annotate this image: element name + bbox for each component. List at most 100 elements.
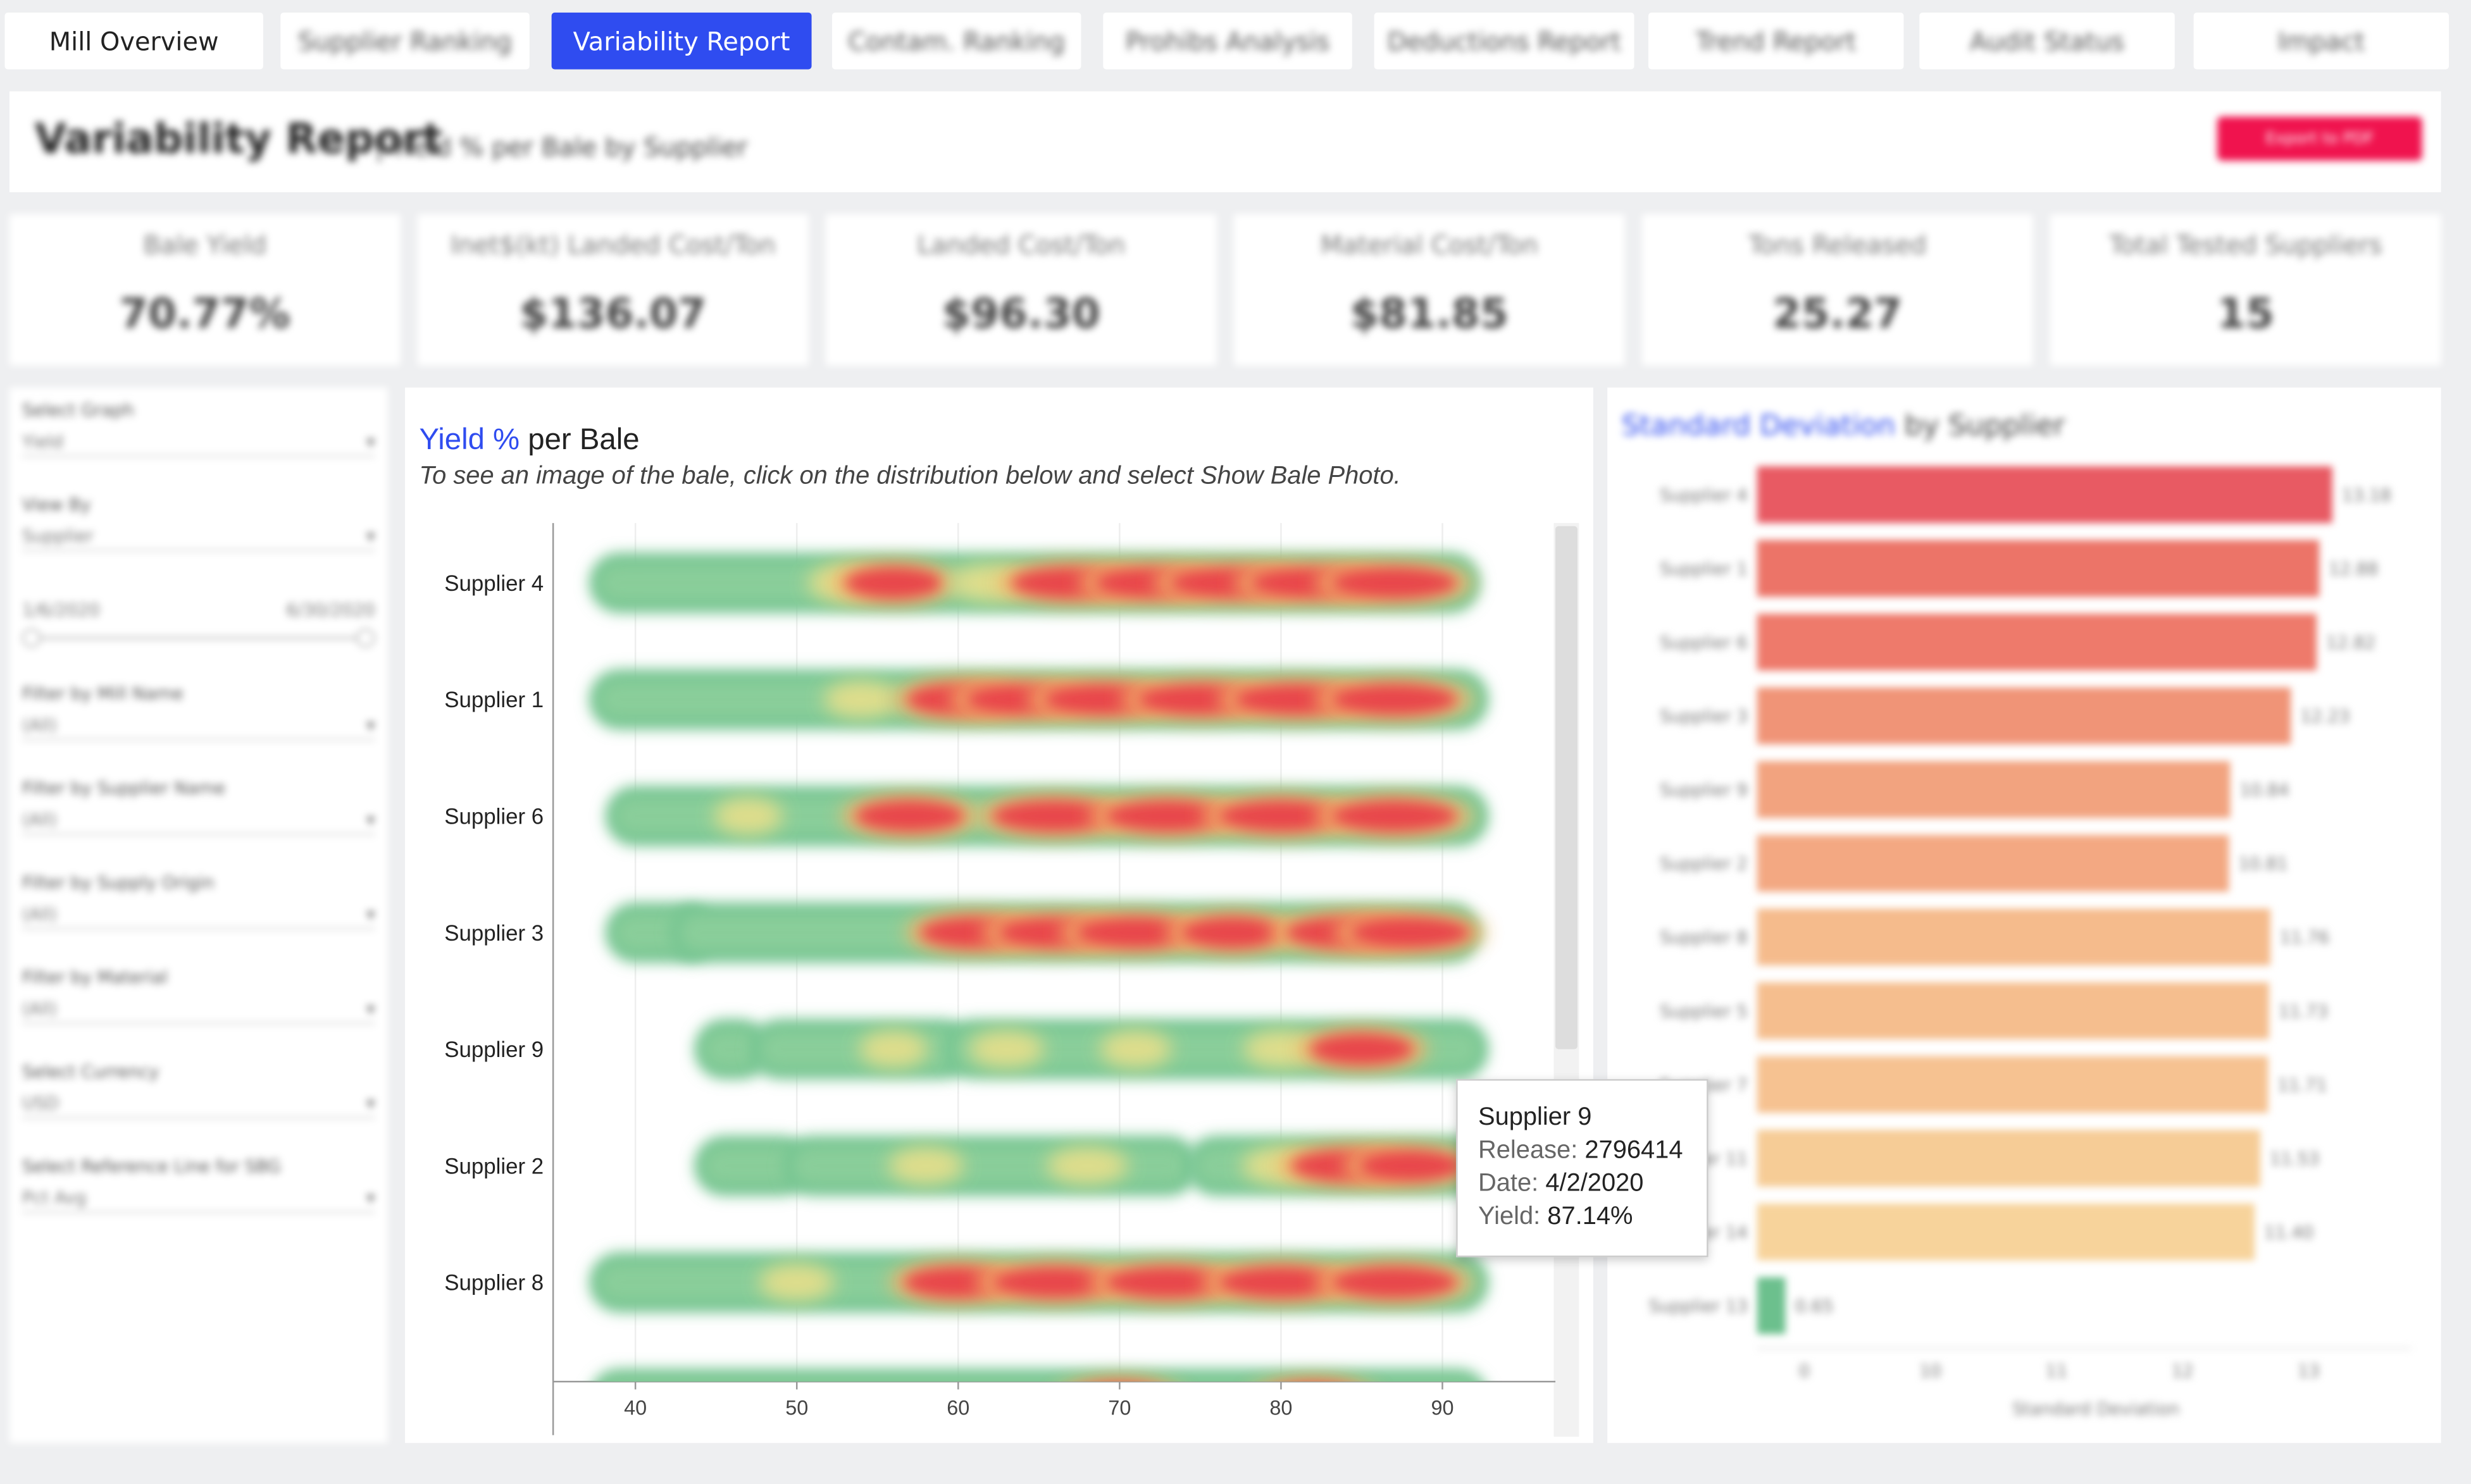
density-hotspot[interactable] [759,1263,835,1302]
density-hotspot[interactable] [1310,1033,1414,1065]
tab-trend-report[interactable]: Trend Report [1648,12,1904,70]
heat-row-supplier-6[interactable] [605,786,1489,846]
std-dev-bar-supplier-5[interactable] [1757,982,2269,1039]
std-dev-bar-supplier-4[interactable] [1757,466,2332,523]
density-hotspot[interactable] [1046,1147,1129,1185]
std-dev-bar-supplier-1[interactable] [1757,540,2320,597]
filter-filter-by-mill-name[interactable]: Filter by Mill Name (All) ▾ [22,684,375,741]
filter-select-graph[interactable]: Select Graph Yield ▾ [22,400,375,457]
tab-contam-ranking[interactable]: Contam. Ranking [831,12,1081,70]
density-hotspot[interactable] [1331,567,1457,599]
tab-supplier-ranking[interactable]: Supplier Ranking [280,12,530,70]
filter-dropdown[interactable]: (All) ▾ [22,900,375,930]
density-hotspot[interactable] [992,800,1118,832]
density-hotspot[interactable] [992,1266,1118,1299]
heat-row-supplier-3[interactable] [605,902,1486,963]
heat-row-supplier-8[interactable] [589,1252,1489,1313]
density-hotspot[interactable] [1181,917,1285,949]
y-tick-supplier-8: Supplier 8 [444,1271,544,1295]
scrollbar-thumb[interactable] [1555,526,1578,1049]
filter-filter-by-supply-origin[interactable]: Filter by Supply Origin (All) ▾ [22,873,375,930]
filter-dropdown[interactable]: Yield ▾ [22,427,375,457]
filter-dropdown[interactable]: (All) ▾ [22,994,375,1024]
std-dev-bar-supplier-6[interactable] [1757,614,2317,671]
filter-dropdown[interactable]: (All) ▾ [22,710,375,741]
density-hotspot[interactable] [859,1030,929,1068]
std-dev-bar-supplier-9[interactable] [1757,761,2231,819]
std-dev-x-tick: 0 [1799,1362,1810,1382]
density-hotspot[interactable] [1075,917,1196,949]
std-dev-bar-chart[interactable]: Supplier 4 13.18 Supplier 1 12.88 Supplier 6… [1607,388,2441,1444]
heat-row-supplier-2[interactable] [694,1135,1489,1196]
std-dev-bar-supplier-3[interactable] [1757,687,2291,745]
std-dev-value-label: 12.88 [2329,559,2378,579]
density-hotspot[interactable] [823,680,900,719]
tab-audit-status[interactable]: Audit Status [1919,12,2175,70]
slider-handle-end[interactable] [356,628,375,648]
density-hotspot[interactable] [1331,800,1457,832]
heat-row-supplier-9[interactable] [694,1019,1489,1079]
slider-handle-start[interactable] [22,628,41,648]
std-dev-bar-supplier-11[interactable] [1757,1130,2260,1187]
std-dev-bar-supplier-2[interactable] [1757,834,2229,892]
tab-impact[interactable]: Impact [2193,12,2449,70]
density-hotspot[interactable] [1099,1030,1173,1068]
filter-filter-by-supplier-name[interactable]: Filter by Supplier Name (All) ▾ [22,778,375,835]
density-hotspot[interactable] [1217,800,1345,832]
date-range-slider[interactable] [22,628,375,648]
tab-variability-report[interactable]: Variability Report [551,12,812,70]
density-hotspot[interactable] [855,800,964,832]
export-pdf-button[interactable]: Export to PDF [2217,116,2422,161]
std-dev-category-supplier-1: Supplier 1 [1660,559,1748,579]
density-hotspot[interactable] [1105,800,1231,832]
filter-label: Filter by Material [22,967,168,988]
filter-1-6-2020[interactable]: 1/6/2020 6/30/2020 [22,589,375,648]
density-hotspot[interactable] [1243,1030,1319,1068]
density-hotspot[interactable] [1350,917,1471,949]
filter-dropdown[interactable]: Supplier ▾ [22,521,375,552]
density-hotspot[interactable] [1331,1266,1457,1299]
filter-dropdown[interactable]: (All) ▾ [22,805,375,835]
density-hotspot[interactable] [888,1147,964,1185]
density-hotspot[interactable] [969,1030,1045,1068]
filter-label: View By [22,494,91,516]
std-dev-value-label: 11.71 [2277,1075,2327,1095]
std-dev-bar-supplier-13[interactable] [1757,1277,1786,1334]
filter-view-by[interactable]: View By Supplier ▾ [22,495,375,552]
tab-mill-overview[interactable]: Mill Overview [4,12,263,70]
x-tick-label: 40 [624,1396,647,1419]
filter-label: Filter by Supplier Name [22,778,226,799]
tab-deductions-report[interactable]: Deductions Report [1374,12,1634,70]
density-band[interactable] [589,1369,1488,1429]
filter-value: Pct Avg [22,1187,87,1208]
std-dev-title: Standard Deviation by Supplier [1622,410,2065,443]
density-hotspot[interactable] [1105,1266,1231,1299]
std-dev-bar-supplier-14[interactable] [1757,1203,2255,1261]
std-dev-bar-supplier-8[interactable] [1757,908,2270,966]
heat-row-row-7[interactable] [589,1369,1488,1429]
tooltip-date-key: Date: [1478,1170,1539,1197]
density-hotspot[interactable] [1358,1149,1462,1182]
density-hotspot[interactable] [1217,1266,1345,1299]
filter-dropdown[interactable]: Pct Avg ▾ [22,1183,375,1213]
density-core [704,1030,761,1068]
filter-dropdown[interactable]: USD ▾ [22,1089,375,1119]
density-hotspot[interactable] [1331,683,1457,715]
density-hotspot[interactable] [845,567,943,599]
filter-select-currency[interactable]: Select Currency USD ▾ [22,1062,375,1119]
yield-heatmap[interactable]: Supplier 4 Supplier 1 Supplier 6 Supplier 3… [405,388,1593,1444]
kpi-value: 70.77% [119,291,290,339]
kpi-label: Bale Yield [143,230,267,260]
density-hotspot[interactable] [713,797,783,835]
heat-row-supplier-1[interactable] [589,669,1489,730]
filter-select-reference-line-for-sbg[interactable]: Select Reference Line for SBG Pct Avg ▾ [22,1156,375,1213]
filter-label: Select Reference Line for SBG [22,1156,281,1177]
std-dev-bar-supplier-7[interactable] [1757,1056,2269,1113]
filter-filter-by-material[interactable]: Filter by Material (All) ▾ [22,967,375,1024]
std-dev-x-label: Standard Deviation [2012,1399,2179,1419]
heat-row-supplier-4[interactable] [589,553,1481,613]
tab-prohibs-analysis[interactable]: Prohibs Analysis [1103,12,1352,70]
std-dev-value-label: 11.40 [2264,1223,2313,1242]
kpi-label: Inet$(kt) Landed Cost/Ton [450,230,776,260]
std-dev-value-label: 10.81 [2238,855,2287,874]
